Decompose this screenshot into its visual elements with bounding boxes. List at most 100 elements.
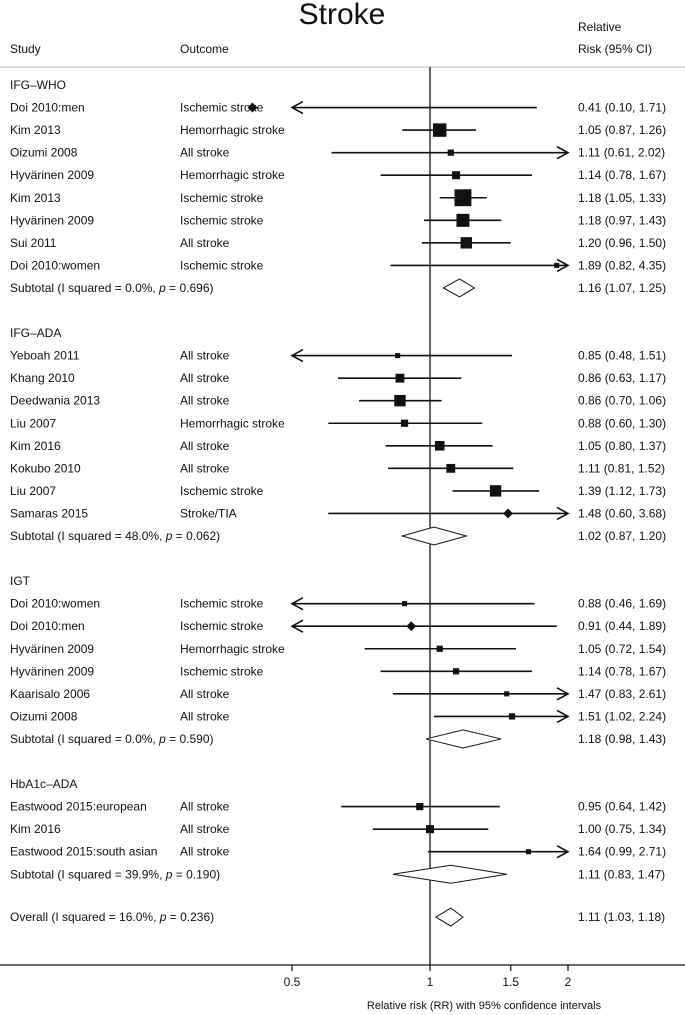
point-estimate — [446, 463, 456, 473]
group-label: IFG–WHO — [10, 78, 66, 92]
outcome-label: Ischemic stroke — [180, 191, 264, 205]
header-outcome: Outcome — [180, 42, 229, 56]
study-name: Liu 2007 — [10, 484, 56, 498]
study-name: Kokubo 2010 — [10, 461, 81, 475]
outcome-label: All stroke — [180, 709, 230, 723]
ci-arrow — [556, 145, 570, 160]
subtotal-ci-text: 1.18 (0.98, 1.43) — [578, 732, 666, 746]
subtotal-ci-text: 1.11 (0.83, 1.47) — [578, 867, 665, 881]
outcome-label: Ischemic stroke — [180, 101, 264, 115]
ci-arrow — [556, 844, 570, 859]
study-name: Kim 2013 — [10, 191, 61, 205]
forest-rows: IFG–WHO Doi 2010:men Ischemic stroke 0.41 (… — [0, 67, 685, 989]
ci-arrow — [556, 687, 570, 701]
point-estimate — [425, 825, 435, 834]
rr-ci-text: 1.20 (0.96, 1.50) — [578, 236, 666, 250]
study-name: Liu 2007 — [10, 416, 56, 430]
ci-arrow — [290, 348, 304, 363]
group-label: IGT — [10, 574, 31, 588]
rr-ci-text: 1.14 (0.78, 1.67) — [578, 664, 666, 678]
point-estimate — [402, 601, 408, 607]
outcome-label: Ischemic stroke — [180, 258, 264, 272]
rr-ci-text: 1.18 (1.05, 1.33) — [578, 191, 666, 205]
overall-ci-text: 1.11 (1.03, 1.18) — [578, 910, 665, 924]
point-estimate — [489, 485, 502, 497]
outcome-label: Hemorrhagic stroke — [180, 416, 285, 430]
subtotal-diamond — [442, 278, 476, 298]
rr-ci-text: 1.64 (0.99, 2.71) — [578, 845, 666, 859]
point-estimate — [436, 645, 443, 652]
chart-title: Stroke — [299, 0, 386, 31]
study-name: Doi 2010:men — [10, 101, 85, 115]
study-name: Hyvärinen 2009 — [10, 213, 94, 227]
outcome-label: All stroke — [180, 349, 230, 363]
study-name: Kim 2016 — [10, 822, 61, 836]
outcome-label: All stroke — [180, 146, 230, 160]
outcome-label: All stroke — [180, 394, 230, 408]
outcome-label: Ischemic stroke — [180, 619, 264, 633]
point-estimate — [432, 123, 447, 137]
group-label: HbA1c–ADA — [10, 777, 77, 791]
study-name: Doi 2010:men — [10, 619, 85, 633]
study-name: Doi 2010:women — [10, 597, 100, 611]
rr-ci-text: 0.85 (0.48, 1.51) — [578, 349, 666, 363]
rr-ci-text: 0.86 (0.70, 1.06) — [578, 394, 666, 408]
header-study: Study — [10, 42, 41, 56]
outcome-label: Ischemic stroke — [180, 597, 264, 611]
point-estimate — [452, 668, 460, 675]
subtotal-label: Subtotal (I squared = 0.0%, p = 0.590) — [10, 732, 213, 746]
outcome-label: All stroke — [180, 236, 230, 250]
outcome-label: All stroke — [180, 439, 230, 453]
rr-ci-text: 1.47 (0.83, 2.61) — [578, 687, 666, 701]
rr-ci-text: 1.00 (0.75, 1.34) — [578, 822, 666, 836]
ci-arrow — [290, 596, 304, 611]
point-estimate — [508, 713, 516, 720]
point-estimate — [434, 441, 445, 451]
study-name: Sui 2011 — [10, 236, 57, 250]
point-estimate — [247, 102, 258, 113]
point-estimate — [394, 395, 406, 407]
point-estimate — [460, 237, 472, 249]
point-estimate — [395, 373, 405, 383]
subtotal-label: Subtotal (I squared = 39.9%, p = 0.190) — [10, 867, 220, 881]
study-name: Kim 2013 — [10, 123, 61, 137]
point-estimate — [447, 149, 454, 156]
rr-ci-text: 1.51 (1.02, 2.24) — [578, 709, 666, 723]
ci-arrow — [556, 709, 570, 724]
study-name: Khang 2010 — [10, 371, 75, 385]
point-estimate — [406, 621, 417, 632]
rr-ci-text: 0.41 (0.10, 1.71) — [578, 101, 666, 115]
outcome-label: Stroke/TIA — [180, 506, 237, 520]
ci-arrow — [556, 506, 570, 521]
point-estimate — [504, 691, 510, 697]
rr-ci-text: 1.89 (0.82, 4.35) — [578, 258, 666, 272]
point-estimate — [554, 262, 560, 268]
subtotal-label: Subtotal (I squared = 0.0%, p = 0.696) — [10, 281, 213, 295]
subtotal-diamond — [392, 864, 507, 884]
rr-ci-text: 1.05 (0.72, 1.54) — [578, 642, 666, 656]
study-name: Yeboah 2011 — [10, 349, 80, 363]
ci-arrow — [290, 619, 304, 633]
ci-arrow — [556, 258, 570, 273]
ci-arrow — [290, 100, 304, 115]
rr-ci-text: 1.39 (1.12, 1.73) — [578, 484, 666, 498]
rr-ci-text: 0.86 (0.63, 1.17) — [578, 371, 666, 385]
study-name: Hyvärinen 2009 — [10, 642, 94, 656]
rr-ci-text: 0.88 (0.60, 1.30) — [578, 416, 666, 430]
outcome-label: Ischemic stroke — [180, 213, 264, 227]
outcome-label: Hemorrhagic stroke — [180, 168, 285, 182]
point-estimate — [400, 419, 409, 427]
outcome-label: All stroke — [180, 461, 230, 475]
rr-ci-text: 1.48 (0.60, 3.68) — [578, 506, 666, 520]
point-estimate — [395, 353, 401, 359]
study-name: Eastwood 2015:south asian — [10, 845, 157, 859]
point-estimate — [416, 803, 424, 811]
outcome-label: All stroke — [180, 800, 230, 814]
outcome-label: Ischemic stroke — [180, 664, 264, 678]
x-tick-label: 0.5 — [284, 975, 301, 989]
study-name: Hyvärinen 2009 — [10, 664, 94, 678]
study-name: Deedwania 2013 — [10, 394, 100, 408]
x-tick-label: 2 — [565, 975, 572, 989]
subtotal-diamond — [425, 729, 502, 749]
